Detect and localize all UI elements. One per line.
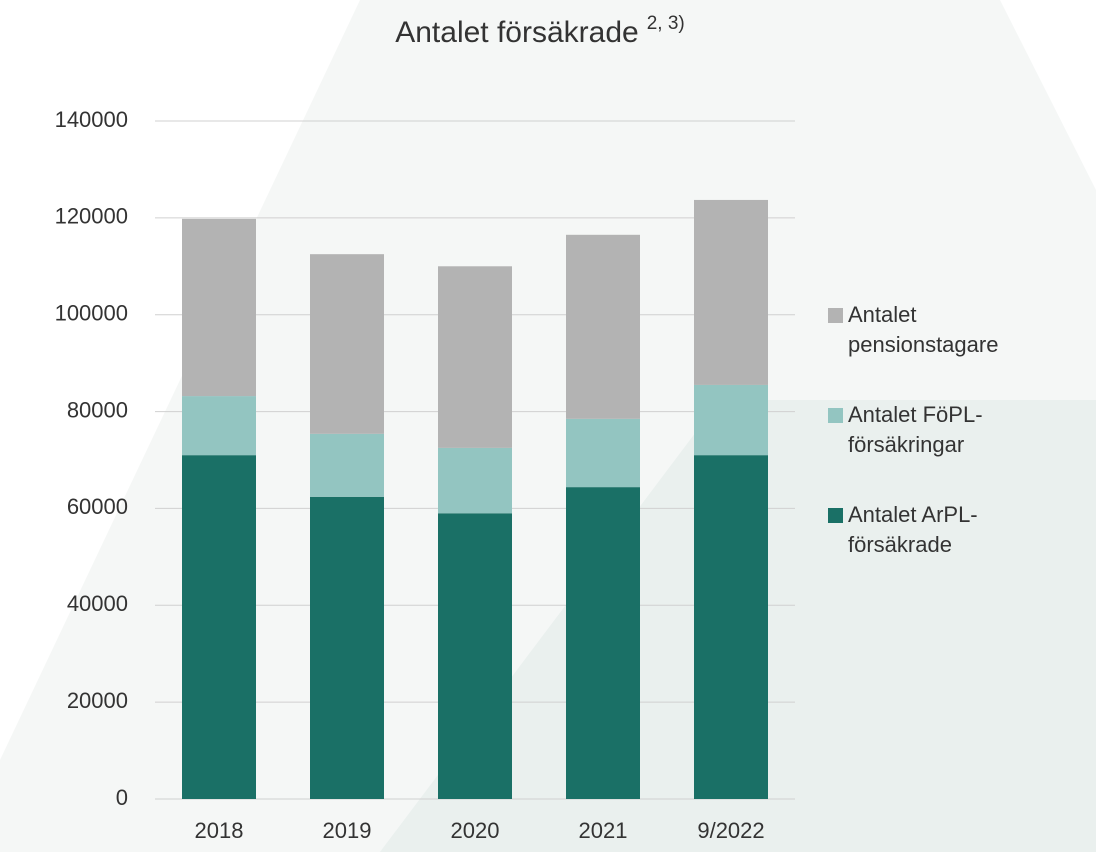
bar-segment [566,418,640,488]
legend-swatch [828,508,843,523]
bar-segment [310,496,384,799]
x-tick-label: 9/2022 [697,818,764,843]
background-shape [1000,0,1096,190]
legend-item: Antalet FöPL-försäkringar [828,400,1028,460]
chart-title: Antalet försäkrade 2, 3) [395,13,685,49]
title-text: Antalet försäkrade [395,16,638,49]
bar-segment [694,199,768,385]
y-tick-label: 0 [116,785,128,810]
bar-segment [438,266,512,448]
legend-item: Antalet ArPL-försäkrade [828,500,1028,560]
x-tick-label: 2019 [323,818,372,843]
bar-segment [438,513,512,799]
legend: Antalet pensionstagare Antalet FöPL-försä… [828,300,1028,600]
bar-segment [566,487,640,799]
bar-segment [310,433,384,497]
y-tick-label: 60000 [67,494,128,519]
legend-swatch [828,408,843,423]
y-tick-label: 20000 [67,688,128,713]
bar-segment [438,447,512,514]
title-superscript: 2, 3) [647,13,685,34]
legend-label: Antalet ArPL-försäkrade [848,502,978,557]
bar-segment [310,254,384,434]
bar-segment [182,455,256,799]
legend-item: Antalet pensionstagare [828,300,1028,360]
bar-segment [694,455,768,799]
legend-label: Antalet pensionstagare [848,302,999,357]
legend-label: Antalet FöPL-försäkringar [848,402,983,457]
background-shape [0,0,360,760]
bar-segment [694,384,768,456]
x-tick-label: 2020 [451,818,500,843]
y-tick-label: 80000 [67,397,128,422]
y-tick-label: 120000 [55,204,128,229]
bar-segment [182,396,256,456]
legend-swatch [828,308,843,323]
x-tick-label: 2018 [195,818,244,843]
y-tick-label: 40000 [67,591,128,616]
y-tick-label: 140000 [55,107,128,132]
bar-segment [566,234,640,419]
x-tick-label: 2021 [579,818,628,843]
y-tick-label: 100000 [55,301,128,326]
bar-segment [182,218,256,397]
